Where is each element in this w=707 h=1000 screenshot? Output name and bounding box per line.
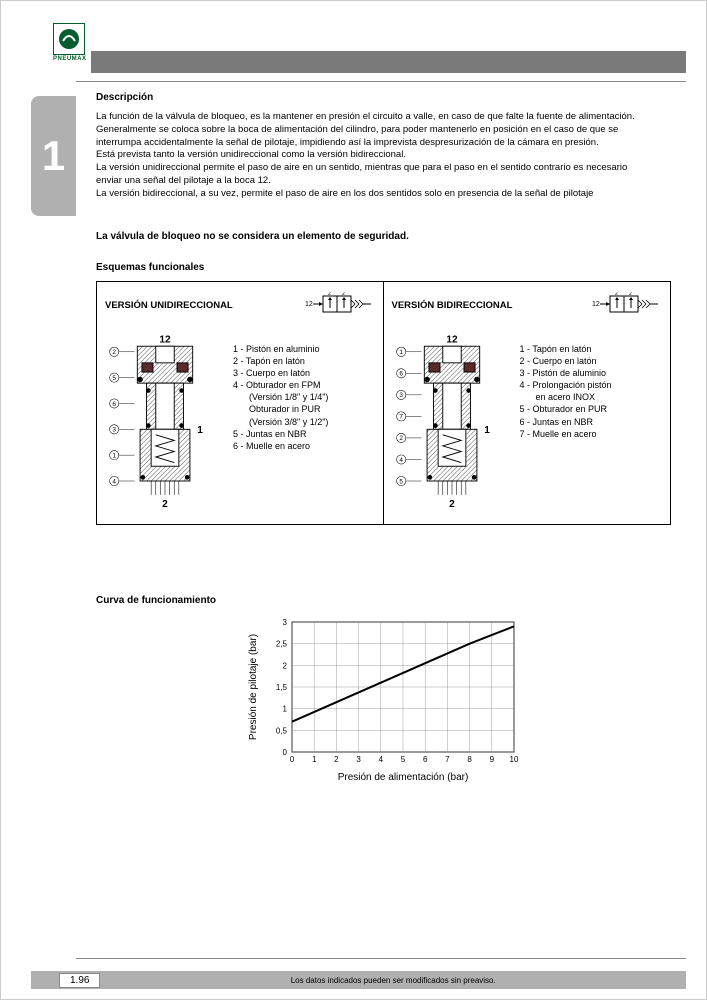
svg-text:6: 6 [422,755,427,764]
svg-text:Presión de pilotaje (bar): Presión de pilotaje (bar) [248,634,259,740]
svg-text:0: 0 [282,748,287,757]
svg-text:2: 2 [342,292,345,297]
svg-text:1,5: 1,5 [275,683,287,692]
svg-text:2: 2 [629,292,632,297]
chapter-tab: 1 [31,96,76,216]
schema-box: VERSIÓN UNIDIRECCIONAL 12 2 2 12 [96,281,671,525]
bi-title: VERSIÓN BIDIRECCIONAL [392,300,513,311]
description-text: La función de la válvula de bloqueo, es … [96,111,671,201]
warning-text: La válvula de bloqueo no se considera un… [96,231,671,242]
svg-text:1: 1 [399,349,403,356]
svg-text:2: 2 [112,349,116,356]
svg-text:1: 1 [282,704,287,713]
svg-text:1: 1 [112,452,116,459]
header-bar [91,51,686,73]
section-title-schemas: Esquemas funcionales [96,262,671,273]
svg-text:10: 10 [509,755,518,764]
performance-chart: 0 1 2 3 4 5 6 7 8 9 10 0 0,5 1 1,5 2 2,5 3 Presión de alim… [244,614,524,784]
svg-text:5: 5 [399,478,403,485]
footer-bar: 1.96 Los datos indicados pueden ser modi… [31,971,686,989]
svg-text:7: 7 [445,755,450,764]
bi-legend: 1 - Tapón en latón2 - Cuerpo en latón3 -… [520,331,612,440]
page: PNEUMAX 1 Descripción La función de la v… [0,0,707,1000]
brand-logo [53,23,85,55]
svg-text:2: 2 [334,755,339,764]
svg-text:2: 2 [162,499,168,510]
svg-text:3: 3 [399,392,403,399]
svg-text:12: 12 [159,334,171,345]
uni-title: VERSIÓN UNIDIRECCIONAL [105,300,233,311]
svg-text:8: 8 [467,755,472,764]
brand-name: PNEUMAX [53,56,87,62]
svg-text:4: 4 [399,456,403,463]
schema-unidirectional: VERSIÓN UNIDIRECCIONAL 12 2 2 12 [97,282,384,524]
svg-text:5: 5 [112,375,116,382]
svg-text:1: 1 [484,425,490,436]
svg-text:2: 2 [615,292,618,297]
content-area: Descripción La función de la válvula de … [76,81,686,959]
uni-diagram: 12 1 2 2 [105,331,225,514]
bi-diagram: 12 1 2 1 [392,331,512,514]
svg-text:6: 6 [112,400,116,407]
svg-text:2: 2 [328,292,331,297]
svg-text:12: 12 [305,301,313,308]
footer-note: Los datos indicados pueden ser modificad… [100,976,686,985]
svg-text:2: 2 [399,435,403,442]
chart-container: 0 1 2 3 4 5 6 7 8 9 10 0 0,5 1 1,5 2 2,5 3 Presión de alim… [96,614,671,784]
svg-text:2: 2 [282,661,287,670]
section-title-description: Descripción [96,92,671,103]
svg-text:3: 3 [356,755,361,764]
svg-text:9: 9 [489,755,494,764]
svg-text:12: 12 [592,301,600,308]
svg-text:6: 6 [399,370,403,377]
schema-bidirectional: VERSIÓN BIDIRECCIONAL 12 2 2 12 [384,282,671,524]
svg-text:Presión de alimentación (bar): Presión de alimentación (bar) [337,772,468,783]
svg-text:7: 7 [399,413,403,420]
svg-text:1: 1 [311,755,316,764]
svg-text:1: 1 [197,425,203,436]
section-title-curve: Curva de funcionamiento [96,595,671,606]
bi-symbol: 12 2 2 [592,292,662,319]
uni-symbol: 12 2 2 [305,292,375,319]
svg-text:2,5: 2,5 [275,639,287,648]
svg-text:5: 5 [400,755,405,764]
svg-text:0,5: 0,5 [275,726,287,735]
svg-text:0: 0 [289,755,294,764]
svg-text:3: 3 [112,426,116,433]
chapter-number: 1 [42,132,65,180]
svg-text:3: 3 [282,618,287,627]
svg-text:4: 4 [378,755,383,764]
svg-text:4: 4 [112,478,116,485]
page-number: 1.96 [59,973,100,988]
svg-text:2: 2 [449,499,455,510]
svg-text:12: 12 [446,334,458,345]
uni-legend: 1 - Pistón en aluminio2 - Tapón en latón… [233,331,328,452]
